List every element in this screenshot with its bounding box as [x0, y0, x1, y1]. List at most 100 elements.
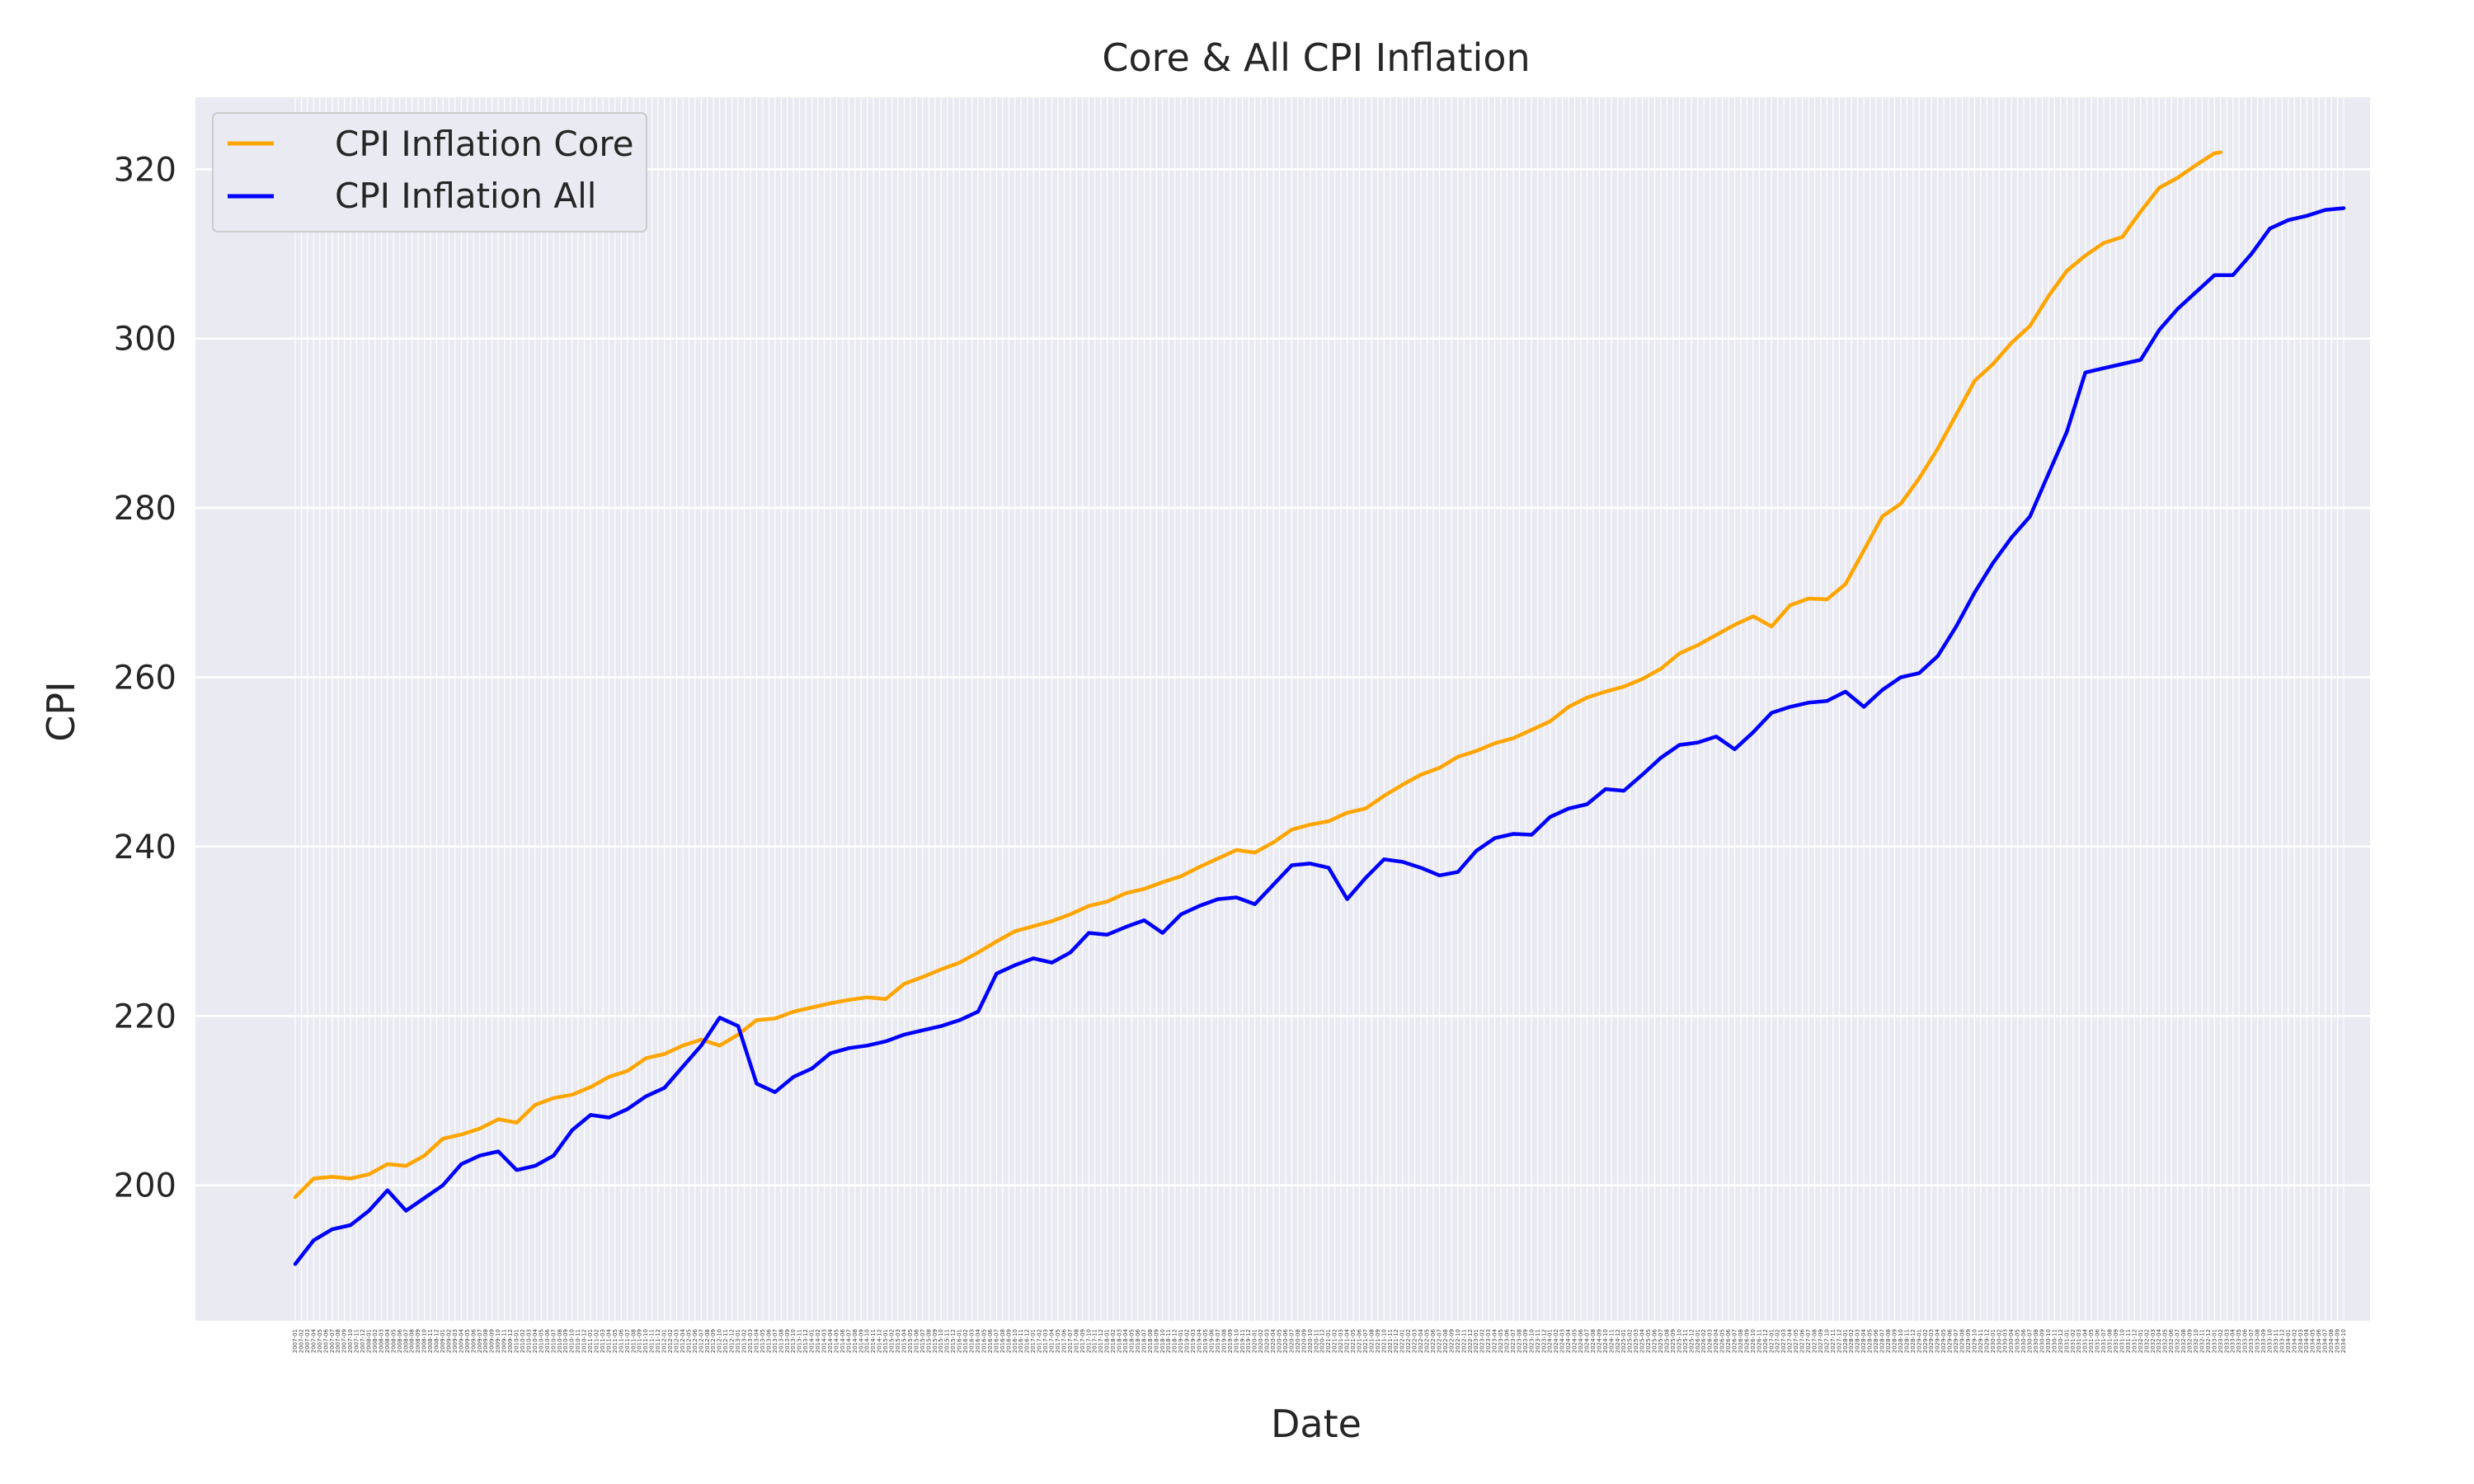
x-tick-label: 2024-09 — [1596, 1329, 1602, 1353]
x-tick-label: 2021-07 — [1362, 1329, 1369, 1353]
x-tick-label: 2007-11 — [354, 1329, 360, 1353]
x-tick-label: 2030-03 — [2002, 1329, 2009, 1353]
x-tick-label: 2029-02 — [1922, 1329, 1929, 1353]
x-tick-label: 2014-04 — [827, 1328, 834, 1353]
x-tick-label: 2032-07 — [2175, 1329, 2181, 1353]
x-tick-label: 2031-01 — [2063, 1329, 2070, 1353]
x-tick-label: 2024-12 — [1615, 1329, 1621, 1353]
x-tick-label: 2018-03 — [1117, 1329, 1123, 1353]
x-tick-label: 2027-10 — [1823, 1329, 1830, 1353]
x-tick-label: 2033-08 — [2255, 1329, 2261, 1353]
x-tick-label: 2029-09 — [1965, 1329, 1972, 1353]
x-tick-label: 2030-04 — [2008, 1328, 2015, 1353]
x-tick-label: 2013-07 — [772, 1329, 778, 1353]
x-tick-label: 2015-11 — [944, 1329, 951, 1353]
x-tick-label: 2009-10 — [495, 1329, 501, 1353]
x-tick-label: 2017-12 — [1098, 1329, 1104, 1353]
x-tick-labels: 2007-01 2007-02 2007-03 2007-04 2007-05 2007-… — [292, 1328, 2347, 1353]
x-tick-label: 2016-12 — [1024, 1329, 1031, 1353]
x-tick-label: 2031-11 — [2125, 1329, 2132, 1353]
x-tick-label: 2026-08 — [1738, 1329, 1744, 1353]
x-tick-label: 2010-04 — [532, 1328, 539, 1353]
x-tick-label: 2033-07 — [2248, 1329, 2255, 1353]
x-tick-label: 2029-03 — [1928, 1329, 1935, 1353]
x-tick-label: 2008-03 — [378, 1329, 384, 1353]
x-tick-label: 2029-07 — [1953, 1329, 1959, 1353]
x-tick-label: 2025-06 — [1652, 1328, 1658, 1353]
x-tick-label: 2021-10 — [1380, 1329, 1387, 1353]
x-tick-label: 2012-04 — [680, 1328, 686, 1353]
x-tick-label: 2016-03 — [969, 1329, 976, 1353]
x-tick-label: 2009-12 — [507, 1329, 514, 1353]
x-tick-label: 2022-10 — [1455, 1329, 1461, 1353]
x-tick-label: 2031-09 — [2113, 1329, 2119, 1353]
x-tick-label: 2018-05 — [1128, 1329, 1135, 1353]
x-tick-label: 2008-04 — [384, 1328, 391, 1353]
x-tick-label: 2010-12 — [581, 1329, 588, 1353]
x-tick-label: 2013-11 — [797, 1329, 803, 1353]
x-tick-label: 2033-12 — [2279, 1329, 2285, 1353]
x-tick-label: 2022-08 — [1442, 1329, 1449, 1353]
x-tick-label: 2020-12 — [1319, 1329, 1326, 1353]
x-tick-label: 2018-11 — [1165, 1329, 1172, 1353]
x-tick-label: 2024-08 — [1590, 1329, 1597, 1353]
x-tick-label: 2015-02 — [889, 1329, 896, 1353]
x-tick-label: 2031-06 — [2095, 1328, 2101, 1353]
x-tick-label: 2019-12 — [1245, 1329, 1252, 1353]
x-tick-label: 2007-09 — [341, 1329, 348, 1353]
x-tick-label: 2010-06 — [544, 1328, 551, 1353]
series-line-core — [293, 150, 2223, 1200]
x-tick-label: 2022-05 — [1424, 1329, 1431, 1353]
x-tick-label: 2014-05 — [833, 1329, 840, 1353]
x-tick-label: 2020-08 — [1295, 1329, 1301, 1353]
x-tick-label: 2015-09 — [932, 1329, 938, 1353]
x-tick-label: 2022-03 — [1412, 1329, 1418, 1353]
x-tick-label: 2018-02 — [1110, 1329, 1117, 1353]
x-tick-label: 2023-08 — [1516, 1329, 1522, 1353]
x-tick-label: 2013-02 — [741, 1329, 748, 1353]
x-tick-label: 2031-04 — [2082, 1328, 2089, 1353]
x-tick-label: 2026-03 — [1707, 1329, 1714, 1353]
x-tick-label: 2030-08 — [2033, 1329, 2039, 1353]
x-tick-label: 2024-03 — [1559, 1329, 1566, 1353]
x-tick-label: 2019-07 — [1215, 1329, 1221, 1353]
x-tick-label: 2034-04 — [2303, 1328, 2310, 1353]
x-tick-label: 2025-07 — [1658, 1329, 1664, 1353]
x-tick-label: 2016-02 — [962, 1329, 969, 1353]
x-tick-label: 2018-01 — [1104, 1329, 1111, 1353]
y-tick-label: 220 — [114, 998, 176, 1036]
x-tick-label: 2019-10 — [1233, 1329, 1239, 1353]
x-tick-label: 2015-10 — [938, 1329, 944, 1353]
x-tick-label: 2012-05 — [685, 1329, 692, 1353]
x-tick-label: 2011-06 — [618, 1328, 624, 1353]
x-tick-label: 2012-03 — [673, 1329, 680, 1353]
x-tick-label: 2030-05 — [2015, 1329, 2021, 1353]
x-tick-label: 2010-10 — [569, 1329, 576, 1353]
x-tick-label: 2033-05 — [2236, 1329, 2242, 1353]
x-tick-label: 2016-04 — [975, 1328, 981, 1353]
x-tick-label: 2021-06 — [1356, 1328, 1362, 1353]
x-tick-label: 2009-06 — [470, 1328, 477, 1353]
x-tick-label: 2014-12 — [877, 1329, 883, 1353]
x-tick-label: 2010-05 — [538, 1329, 544, 1353]
x-tick-label: 2024-06 — [1578, 1328, 1584, 1353]
x-tick-label: 2014-08 — [852, 1329, 858, 1353]
x-tick-label: 2020-09 — [1300, 1329, 1307, 1353]
x-tick-label: 2031-07 — [2100, 1329, 2107, 1353]
x-tick-label: 2032-09 — [2187, 1329, 2194, 1353]
x-tick-label: 2021-12 — [1393, 1329, 1399, 1353]
series-line-all — [293, 206, 2346, 1266]
x-tick-label: 2032-08 — [2180, 1329, 2187, 1353]
x-tick-label: 2011-01 — [587, 1329, 594, 1353]
x-tick-label: 2019-11 — [1239, 1329, 1246, 1353]
x-tick-label: 2016-01 — [957, 1329, 963, 1353]
x-tick-label: 2016-11 — [1018, 1329, 1024, 1353]
x-axis-label: Date — [1271, 1402, 1362, 1446]
x-tick-label: 2012-01 — [661, 1329, 668, 1353]
x-tick-label: 2025-03 — [1633, 1329, 1639, 1353]
x-tick-label: 2007-07 — [329, 1329, 336, 1353]
x-tick-label: 2007-01 — [292, 1329, 299, 1353]
x-tick-label: 2022-09 — [1448, 1329, 1455, 1353]
x-tick-label: 2007-06 — [322, 1328, 329, 1353]
x-tick-label: 2016-08 — [999, 1329, 1006, 1353]
